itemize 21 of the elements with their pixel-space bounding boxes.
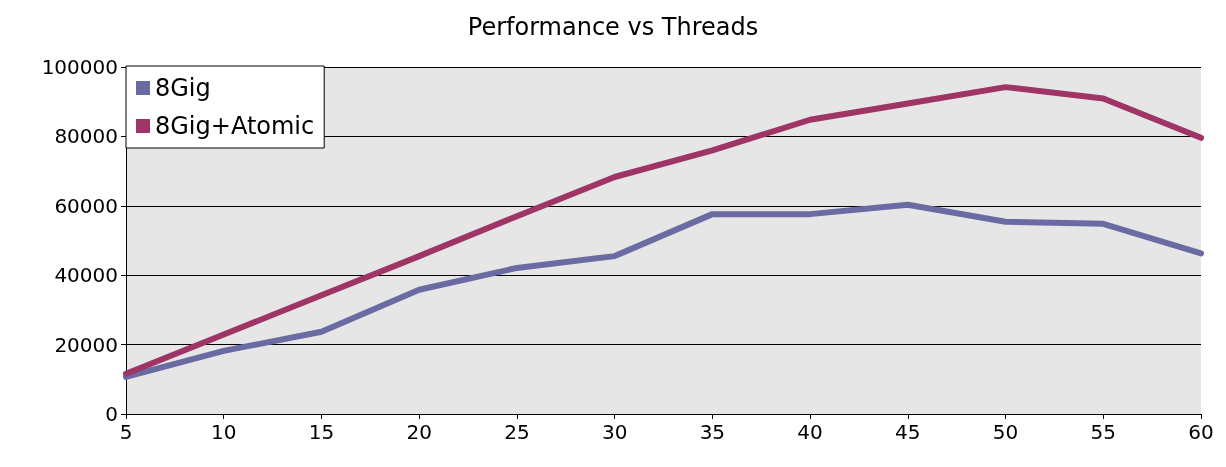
x-tick-label: 60 [1188, 420, 1214, 444]
x-tick-label: 30 [601, 420, 628, 444]
legend-label: 8Gig [155, 74, 211, 102]
x-tick-label: 50 [992, 420, 1019, 444]
y-tick-label: 40000 [54, 263, 118, 288]
x-tick-label: 45 [895, 420, 921, 444]
x-tick-label: 40 [797, 420, 823, 444]
y-tick-label: 100000 [41, 55, 118, 79]
x-tick-label: 5 [119, 420, 133, 444]
chart-title: Performance vs Threads [467, 13, 759, 41]
x-tick-label: 15 [308, 420, 335, 444]
y-tick-label: 20000 [54, 332, 118, 357]
x-tick-label: 20 [406, 420, 432, 444]
x-tick-label: 25 [504, 420, 530, 444]
legend-label: 8Gig+Atomic [155, 112, 315, 140]
y-tick-label: 80000 [54, 124, 118, 149]
x-tick-label: 35 [699, 420, 726, 444]
x-tick-label: 55 [1090, 420, 1116, 444]
y-tick-label: 60000 [54, 193, 118, 218]
y-tick-label: 0 [105, 402, 118, 426]
x-tick-label: 10 [211, 420, 237, 444]
